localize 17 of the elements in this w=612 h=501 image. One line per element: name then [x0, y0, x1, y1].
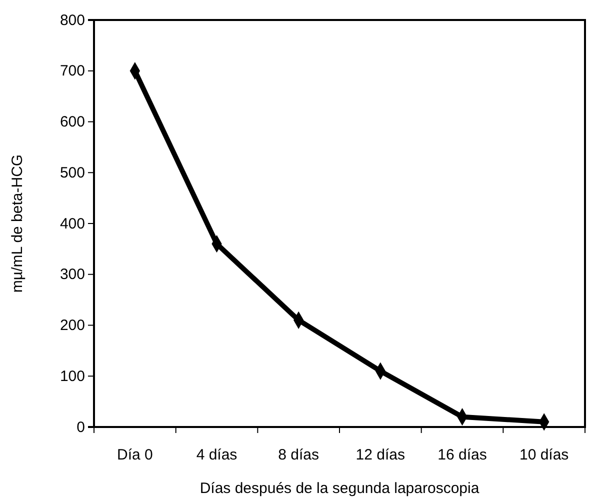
y-tick-label: 600: [60, 114, 85, 131]
x-tick-label: 10 días: [519, 446, 569, 464]
x-tick-label: 16 días: [438, 446, 487, 464]
x-tick-label: Día 0: [116, 446, 153, 464]
x-tick-label: 12 días: [356, 446, 406, 464]
x-tick-label: 8 días: [278, 446, 320, 464]
y-tick-label: 300: [60, 266, 85, 284]
y-tick-label: 100: [60, 368, 85, 385]
y-tick-label: 400: [60, 215, 85, 232]
y-tick-label: 200: [60, 317, 85, 334]
x-axis-title: Días después de la segunda laparoscopia: [200, 480, 480, 497]
y-tick-label: 0: [76, 418, 85, 436]
y-tick-label: 800: [60, 12, 85, 29]
y-axis-title: mµ/mL de beta-HCG: [9, 154, 26, 293]
y-tick-label: 500: [60, 164, 85, 182]
y-tick-label: 700: [60, 62, 85, 80]
x-tick-label: 4 días: [196, 446, 238, 464]
